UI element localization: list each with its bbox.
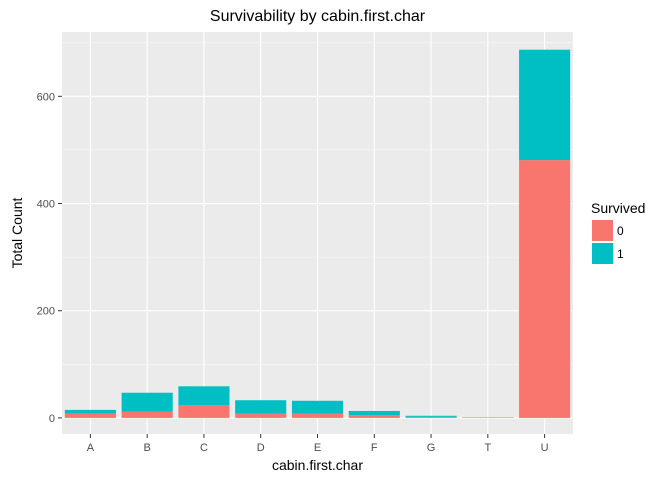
x-tick-label: U (541, 442, 549, 454)
bar-A-survived-1 (64, 409, 116, 414)
legend: Survived 01 (591, 200, 645, 264)
grid-lines (62, 32, 573, 434)
bars (64, 49, 571, 418)
bar-F-survived-1 (348, 410, 400, 416)
legend-label-0: 0 (617, 224, 624, 238)
x-tick-label: B (143, 442, 150, 454)
y-axis-label: Total Count (9, 197, 25, 268)
bar-U-survived-0 (519, 160, 571, 418)
y-axis: 0 200 400 600 (37, 91, 62, 425)
y-tick-label: 400 (37, 199, 55, 211)
bar-D-survived-0 (235, 413, 287, 418)
legend-items: 01 (592, 220, 624, 264)
bar-C-survived-1 (178, 386, 230, 406)
bar-B-survived-0 (121, 411, 173, 418)
bar-G-survived-1 (405, 415, 457, 417)
x-tick-label: C (200, 442, 208, 454)
x-tick-label: D (257, 442, 265, 454)
bar-C-survived-0 (178, 405, 230, 418)
x-tick-label: T (484, 442, 491, 454)
legend-label-1: 1 (617, 247, 624, 261)
bar-T-survived-0 (462, 417, 514, 418)
y-tick-label: 200 (37, 306, 55, 318)
x-tick-label: E (314, 442, 321, 454)
bar-B-survived-1 (121, 392, 173, 412)
bar-E-survived-1 (291, 400, 344, 414)
legend-swatch-0 (592, 220, 613, 241)
bar-D-survived-1 (235, 400, 287, 414)
x-tick-label: G (427, 442, 436, 454)
legend-swatch-1 (592, 243, 613, 264)
bar-E-survived-0 (291, 413, 344, 418)
bar-F-survived-0 (348, 415, 400, 418)
chart-title: Survivability by cabin.first.char (210, 8, 426, 25)
y-tick-label: 0 (49, 413, 55, 425)
x-tick-label: A (87, 442, 95, 454)
bar-G-survived-0 (405, 416, 457, 418)
legend-title: Survived (591, 200, 645, 216)
x-axis-label: cabin.first.char (272, 457, 363, 473)
y-tick-label: 600 (37, 91, 55, 103)
bar-U-survived-1 (519, 49, 571, 161)
x-tick-label: F (371, 442, 378, 454)
bar-A-survived-0 (64, 413, 116, 418)
